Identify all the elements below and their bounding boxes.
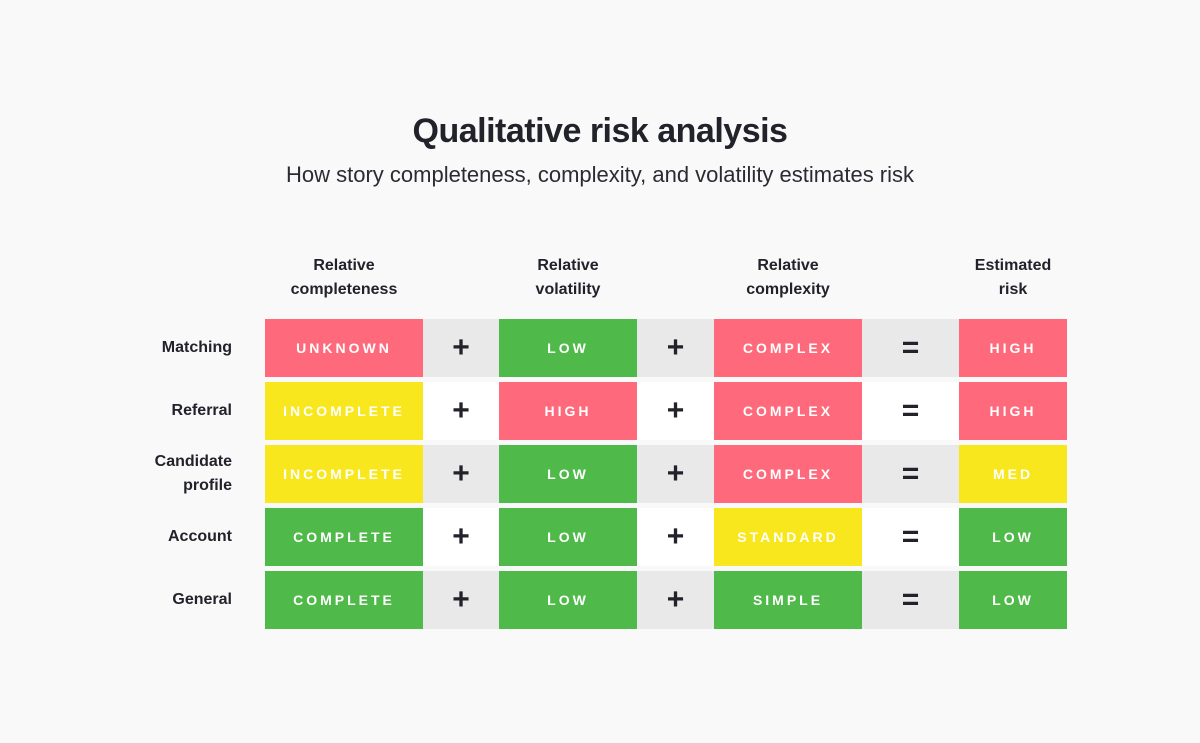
- volatility-cell: LOW: [499, 508, 637, 566]
- complexity-cell: STANDARD: [714, 508, 862, 566]
- plus-icon: +: [666, 520, 685, 553]
- column-header-line: complexity: [746, 281, 830, 298]
- completeness-cell: INCOMPLETE: [265, 445, 423, 503]
- column-header-line: Relative: [537, 257, 599, 274]
- risk-cell: LOW: [959, 571, 1067, 629]
- completeness-cell: COMPLETE: [265, 571, 423, 629]
- plus-icon: +: [452, 520, 470, 553]
- page-subtitle: How story completeness, complexity, and …: [285, 162, 915, 187]
- risk-cell: HIGH: [959, 382, 1067, 440]
- page-title: Qualitative risk analysis: [412, 112, 788, 150]
- risk-cell: HIGH: [959, 319, 1067, 377]
- volatility-cell: LOW: [499, 445, 637, 503]
- column-header-volatility: Relative volatility: [499, 254, 637, 302]
- plus-icon: +: [666, 331, 685, 364]
- equals-icon: =: [901, 583, 920, 616]
- column-header-risk: Estimated risk: [959, 254, 1067, 302]
- plus-icon: +: [452, 457, 470, 490]
- completeness-cell: INCOMPLETE: [265, 382, 423, 440]
- plus-icon: +: [666, 394, 685, 427]
- equals-icon: =: [901, 520, 920, 553]
- row-label: Candidate profile: [155, 450, 232, 498]
- volatility-cell: LOW: [499, 571, 637, 629]
- plus-icon: +: [452, 583, 470, 616]
- equals-icon: =: [901, 331, 920, 364]
- completeness-cell: UNKNOWN: [265, 319, 423, 377]
- column-header-complexity: Relative complexity: [714, 254, 862, 302]
- column-header-line: Relative: [313, 257, 375, 274]
- row-label: Matching: [162, 336, 232, 360]
- risk-cell: MED: [959, 445, 1067, 503]
- equals-icon: =: [901, 457, 920, 490]
- plus-icon: +: [666, 457, 685, 490]
- plus-icon: +: [666, 583, 685, 616]
- row-label-line: Referral: [171, 402, 232, 419]
- complexity-cell: SIMPLE: [714, 571, 862, 629]
- row-label: Account: [168, 525, 232, 549]
- column-header-line: completeness: [290, 281, 398, 298]
- volatility-cell: LOW: [499, 319, 637, 377]
- complexity-cell: COMPLEX: [714, 445, 862, 503]
- row-label-line: General: [172, 591, 232, 608]
- row-label-line: Account: [168, 528, 232, 545]
- equals-icon: =: [901, 394, 920, 427]
- row-label-line: Candidate: [154, 453, 232, 470]
- column-header-completeness: Relative completeness: [265, 254, 423, 302]
- column-header-line: risk: [998, 281, 1028, 298]
- row-label-line: profile: [183, 477, 232, 494]
- volatility-cell: HIGH: [499, 382, 637, 440]
- complexity-cell: COMPLEX: [714, 319, 862, 377]
- column-header-line: volatility: [535, 281, 601, 298]
- complexity-cell: COMPLEX: [714, 382, 862, 440]
- row-label: Referral: [172, 399, 232, 423]
- column-header-line: Relative: [757, 257, 819, 274]
- plus-icon: +: [452, 331, 470, 364]
- plus-icon: +: [452, 394, 470, 427]
- risk-cell: LOW: [959, 508, 1067, 566]
- row-label-line: Matching: [161, 339, 232, 356]
- row-label: General: [172, 588, 232, 612]
- column-header-line: Estimated: [974, 257, 1052, 274]
- completeness-cell: COMPLETE: [265, 508, 423, 566]
